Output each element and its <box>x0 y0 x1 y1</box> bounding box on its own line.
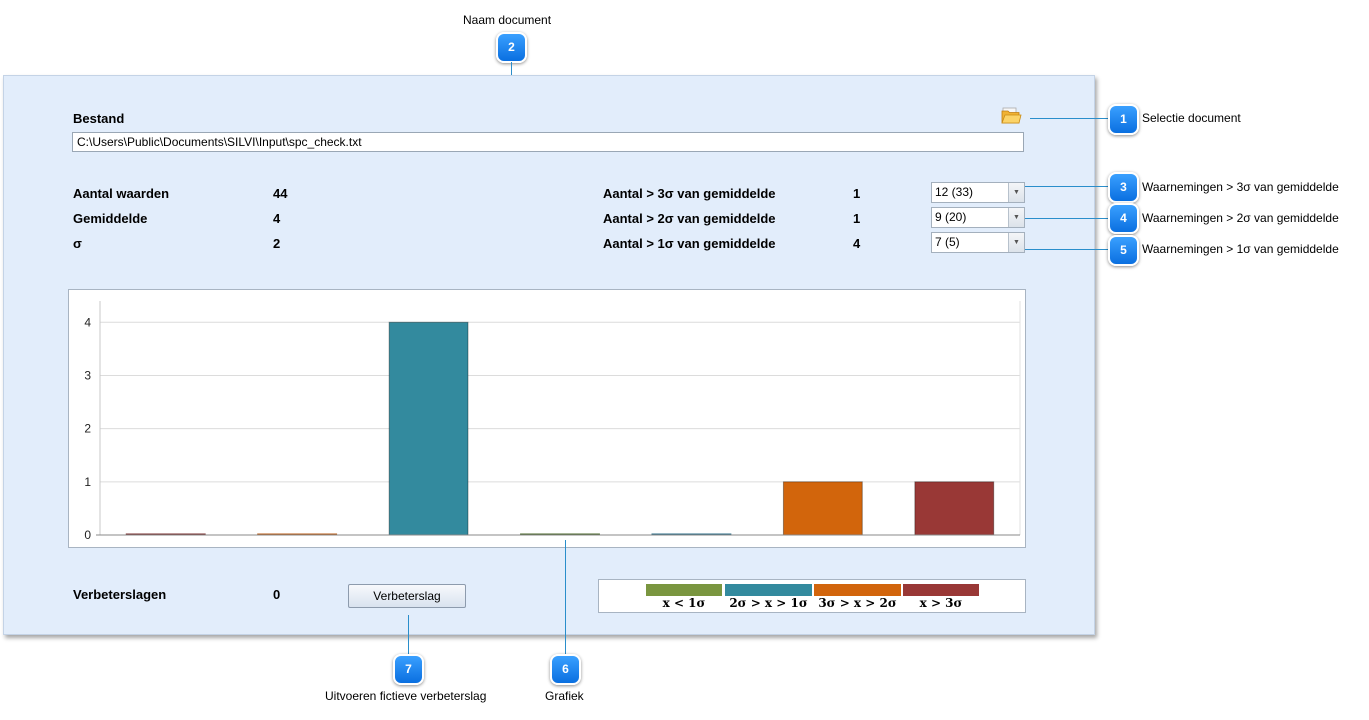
bar <box>914 481 995 536</box>
legend-label: 3σ > x > 2σ <box>818 596 897 610</box>
chart-legend: x < 1σ 2σ > x > 1σ 3σ > x > 2σ x > 3σ <box>598 579 1026 613</box>
dev-3sigma-label: Aantal > 3σ van gemiddelde <box>603 186 776 201</box>
stat-count-value: 44 <box>273 186 288 201</box>
file-label: Bestand <box>73 111 125 126</box>
callout-1-text: Selectie document <box>1142 111 1241 125</box>
improvements-label: Verbeterslagen <box>73 587 167 602</box>
legend-swatch <box>814 584 901 596</box>
callout-1-line <box>1030 118 1112 119</box>
legend-label: 2σ > x > 1σ <box>729 596 808 610</box>
callout-7-line <box>408 615 409 657</box>
improve-button[interactable]: Verbeterslag <box>348 584 466 608</box>
y-tick-label: 3 <box>84 368 91 382</box>
dev-3sigma-select[interactable]: 12 (33) ▼ <box>931 182 1025 203</box>
dev-1sigma-select[interactable]: 7 (5) ▼ <box>931 232 1025 253</box>
callout-6-text: Grafiek <box>545 689 584 703</box>
legend-item: 2σ > x > 1σ <box>725 584 812 610</box>
dev-3sigma-value: 1 <box>853 186 861 201</box>
dev-1sigma-select-value: 7 (5) <box>935 235 960 249</box>
open-folder-icon[interactable] <box>1000 104 1022 126</box>
stat-mean-label: Gemiddelde <box>73 211 148 226</box>
dev-1sigma-value: 4 <box>853 236 861 251</box>
dev-3sigma-select-value: 12 (33) <box>935 185 974 199</box>
y-tick-label: 4 <box>84 315 91 329</box>
main-panel: Bestand C:\Users\Public\Documents\SILVI\… <box>3 75 1095 635</box>
callout-2-text: Naam document <box>463 13 552 27</box>
y-tick-label: 0 <box>84 528 91 542</box>
legend-swatch <box>903 584 979 596</box>
dev-2sigma-select-value: 9 (20) <box>935 210 967 224</box>
legend-swatch <box>646 584 722 596</box>
legend-item: x < 1σ <box>646 584 722 610</box>
chevron-down-icon[interactable]: ▼ <box>1008 233 1024 252</box>
chevron-down-icon[interactable]: ▼ <box>1008 183 1024 202</box>
chart-container: 0 1 2 3 4 <box>68 289 1026 548</box>
stat-sigma-label: σ <box>73 236 82 251</box>
dev-2sigma-select[interactable]: 9 (20) ▼ <box>931 207 1025 228</box>
legend-item: 3σ > x > 2σ <box>814 584 901 610</box>
callout-3-text: Waarnemingen > 3σ van gemiddelde <box>1142 180 1339 194</box>
y-tick-label: 2 <box>84 422 91 436</box>
callout-3-badge: 3 <box>1108 172 1139 203</box>
callout-2-badge: 2 <box>496 32 527 63</box>
callout-1-badge: 1 <box>1108 104 1139 135</box>
callout-7-text: Uitvoeren fictieve verbeterslag <box>325 689 487 703</box>
bar <box>782 481 863 536</box>
callout-7-badge: 7 <box>393 654 424 685</box>
stat-count-label: Aantal waarden <box>73 186 170 201</box>
legend-label: x < 1σ <box>662 596 706 610</box>
callout-4-line <box>1025 218 1112 219</box>
file-path-field[interactable]: C:\Users\Public\Documents\SILVI\Input\sp… <box>72 132 1024 152</box>
callout-3-line <box>1025 186 1112 187</box>
chevron-down-icon[interactable]: ▼ <box>1008 208 1024 227</box>
callout-5-badge: 5 <box>1108 235 1139 266</box>
callout-4-text: Waarnemingen > 2σ van gemiddelde <box>1142 211 1339 225</box>
y-tick-label: 1 <box>84 475 91 489</box>
dev-2sigma-value: 1 <box>853 211 861 226</box>
dev-1sigma-label: Aantal > 1σ van gemiddelde <box>603 236 776 251</box>
callout-5-text: Waarnemingen > 1σ van gemiddelde <box>1142 242 1339 256</box>
callout-6-badge: 6 <box>550 654 581 685</box>
dev-2sigma-label: Aantal > 2σ van gemiddelde <box>603 211 776 226</box>
stat-mean-value: 4 <box>273 211 281 226</box>
bar-chart: 0 1 2 3 4 <box>84 301 1021 542</box>
stat-sigma-value: 2 <box>273 236 281 251</box>
callout-4-badge: 4 <box>1108 203 1139 234</box>
legend-item: x > 3σ <box>903 584 979 610</box>
callout-6-line <box>565 540 566 657</box>
legend-swatch <box>725 584 812 596</box>
bar <box>388 321 469 536</box>
legend-label: x > 3σ <box>919 596 963 610</box>
improvements-value: 0 <box>273 587 281 602</box>
callout-5-line <box>1025 249 1112 250</box>
